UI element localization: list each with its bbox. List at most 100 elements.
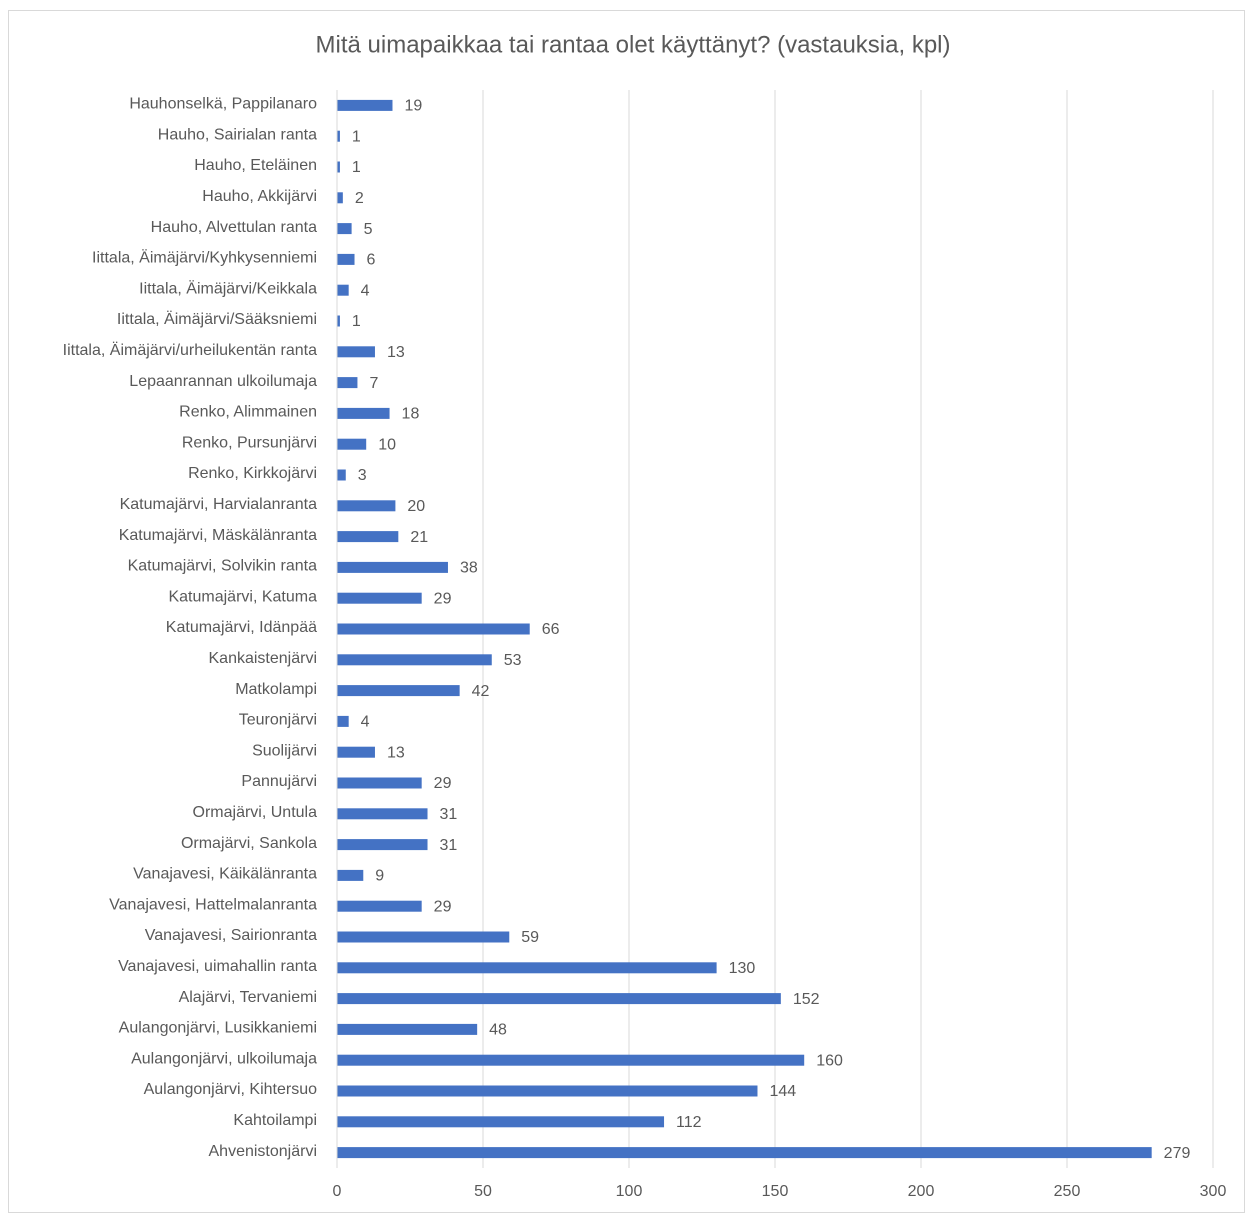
bar xyxy=(337,500,396,512)
y-tick-label: Ormajärvi, Sankola xyxy=(181,835,317,852)
y-tick-label: Ahvenistonjärvi xyxy=(209,1143,318,1160)
bar xyxy=(337,253,355,265)
bar xyxy=(337,407,390,419)
data-label: 152 xyxy=(793,991,820,1008)
y-tick-label: Hauho, Akkijärvi xyxy=(202,188,317,205)
y-tick-label: Kankaistenjärvi xyxy=(209,650,318,667)
data-label: 59 xyxy=(521,929,539,946)
chart-title: Mitä uimapaikkaa tai rantaa olet käyttän… xyxy=(316,31,951,58)
y-tick-label: Vanajavesi, uimahallin ranta xyxy=(118,958,317,975)
y-tick-label: Iittala, Äimäjärvi/Keikkala xyxy=(139,279,317,297)
y-tick-label: Katumajärvi, Mäskälänranta xyxy=(119,527,317,544)
data-label: 29 xyxy=(434,898,452,915)
bar xyxy=(337,623,530,635)
bar xyxy=(337,962,717,974)
x-tick-label: 150 xyxy=(762,1183,789,1200)
data-label: 31 xyxy=(440,837,458,854)
x-tick-label: 300 xyxy=(1200,1183,1227,1200)
bar xyxy=(337,284,349,296)
y-tick-label: Hauho, Eteläinen xyxy=(194,157,317,174)
bar xyxy=(337,1023,478,1035)
data-label: 2 xyxy=(355,190,364,207)
bar xyxy=(337,715,349,727)
data-label: 53 xyxy=(504,652,522,669)
y-tick-label: Hauho, Sairialan ranta xyxy=(158,126,317,143)
data-label: 66 xyxy=(542,621,560,638)
bar xyxy=(337,592,422,604)
bar xyxy=(337,223,352,235)
data-label: 4 xyxy=(361,714,370,731)
y-tick-label: Renko, Alimmainen xyxy=(179,404,317,421)
y-tick-label: Hauho, Alvettulan ranta xyxy=(151,219,317,236)
bar xyxy=(337,1054,805,1066)
bar xyxy=(337,1116,665,1128)
bar xyxy=(337,130,340,142)
y-tick-label: Matkolampi xyxy=(235,681,317,698)
x-tick-label: 250 xyxy=(1054,1183,1081,1200)
bar xyxy=(337,346,375,358)
data-label: 31 xyxy=(440,806,458,823)
bar xyxy=(337,377,358,389)
data-label: 1 xyxy=(352,128,361,145)
data-label: 1 xyxy=(352,159,361,176)
y-tick-label: Ormajärvi, Untula xyxy=(193,804,318,821)
data-label: 130 xyxy=(729,960,756,977)
y-tick-label: Aulangonjärvi, Kihtersuo xyxy=(144,1081,318,1098)
bar xyxy=(337,161,340,173)
data-label: 1 xyxy=(352,313,361,330)
data-label: 13 xyxy=(387,344,405,361)
y-tick-label: Renko, Kirkkojärvi xyxy=(188,465,317,482)
bar xyxy=(337,746,375,758)
bar xyxy=(337,469,346,481)
y-tick-label: Suolijärvi xyxy=(252,742,317,759)
y-tick-label: Vanajavesi, Käikälänranta xyxy=(133,866,317,883)
bar xyxy=(337,931,510,943)
bar xyxy=(337,1147,1152,1159)
data-label: 10 xyxy=(378,436,396,453)
bar xyxy=(337,685,460,697)
y-tick-label: Iittala, Äimäjärvi/urheilukentän ranta xyxy=(63,341,317,359)
y-tick-label: Vanajavesi, Hattelmalanranta xyxy=(109,896,317,913)
data-label: 160 xyxy=(816,1052,843,1069)
bar xyxy=(337,900,422,912)
bar xyxy=(337,1085,758,1097)
data-label: 279 xyxy=(1164,1145,1191,1162)
y-tick-label: Vanajavesi, Sairionranta xyxy=(145,927,317,944)
bar xyxy=(337,808,428,820)
data-label: 19 xyxy=(404,98,422,115)
bar xyxy=(337,531,399,543)
y-tick-label: Lepaanrannan ulkoilumaja xyxy=(129,373,317,390)
chart-frame xyxy=(8,10,1245,1213)
x-tick-label: 200 xyxy=(908,1183,935,1200)
x-tick-label: 0 xyxy=(333,1183,342,1200)
y-tick-label: Kahtoilampi xyxy=(233,1112,317,1129)
data-label: 5 xyxy=(364,221,373,238)
x-tick-label: 100 xyxy=(616,1183,643,1200)
y-tick-label: Aulangonjärvi, ulkoilumaja xyxy=(131,1050,317,1067)
y-tick-label: Katumajärvi, Harvialanranta xyxy=(120,496,318,513)
data-label: 29 xyxy=(434,590,452,607)
y-tick-label: Katumajärvi, Katuma xyxy=(168,588,317,605)
y-tick-label: Renko, Pursunjärvi xyxy=(182,434,317,451)
data-label: 4 xyxy=(361,282,370,299)
y-tick-label: Katumajärvi, Idänpää xyxy=(166,619,317,636)
bar xyxy=(337,438,367,450)
data-label: 38 xyxy=(460,560,478,577)
y-tick-label: Katumajärvi, Solvikin ranta xyxy=(128,558,318,575)
y-tick-label: Teuronjärvi xyxy=(239,712,317,729)
y-tick-label: Pannujärvi xyxy=(241,773,317,790)
data-label: 29 xyxy=(434,775,452,792)
bar xyxy=(337,777,422,789)
data-label: 144 xyxy=(769,1083,796,1100)
bar xyxy=(337,192,343,204)
data-label: 13 xyxy=(387,744,405,761)
y-tick-label: Hauhonselkä, Pappilanaro xyxy=(129,96,317,113)
data-label: 9 xyxy=(375,868,384,885)
data-label: 20 xyxy=(407,498,425,515)
data-label: 7 xyxy=(369,375,378,392)
bar xyxy=(337,99,393,111)
data-label: 18 xyxy=(402,406,420,423)
data-label: 112 xyxy=(676,1114,702,1131)
y-tick-label: Iittala, Äimäjärvi/Kyhkysenniemi xyxy=(92,249,317,267)
